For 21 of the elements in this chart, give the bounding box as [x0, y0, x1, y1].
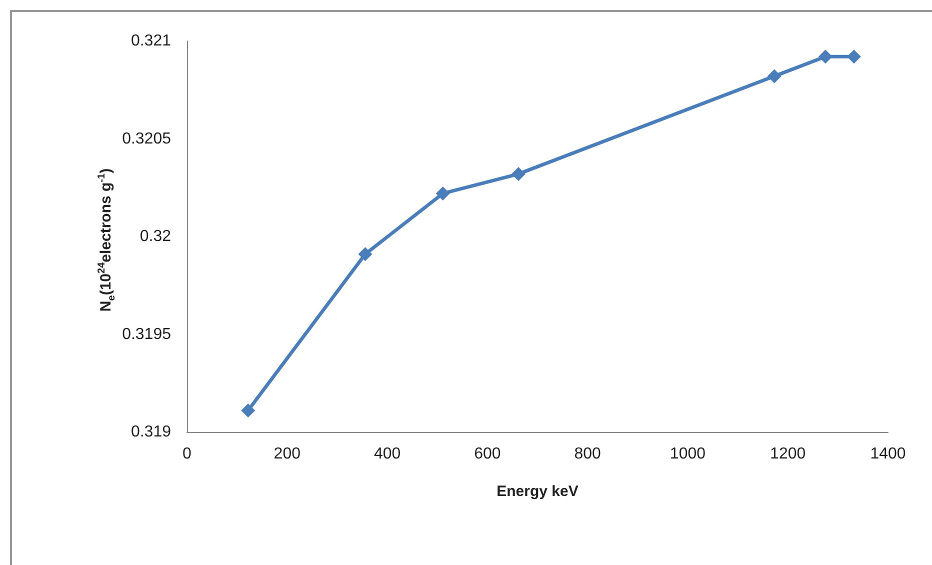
x-tick-label: 1200	[770, 446, 806, 462]
x-tick-label: 600	[474, 446, 501, 462]
point	[511, 166, 526, 181]
point	[358, 247, 372, 262]
x-tick-label: 1000	[670, 446, 706, 462]
point	[818, 50, 832, 64]
y-tick-label: 0.321	[130, 32, 172, 50]
x-tick-label: 1400	[870, 446, 906, 462]
x-axis-title: Energy keV	[496, 483, 578, 500]
y-tick-label: 0.3205	[122, 130, 172, 148]
point	[436, 186, 450, 200]
x-tick-label: 400	[374, 446, 401, 462]
y-tick-label: 0.319	[130, 424, 172, 440]
x-tick-label: 800	[574, 446, 602, 462]
point	[846, 50, 861, 64]
point	[767, 69, 782, 84]
y-tick-label: 0.3195	[122, 326, 172, 343]
x-tick-label: 200	[274, 446, 301, 462]
x-tick-label: 0	[182, 446, 192, 462]
point	[241, 403, 256, 418]
y-tick-label: 0.32	[140, 228, 172, 245]
